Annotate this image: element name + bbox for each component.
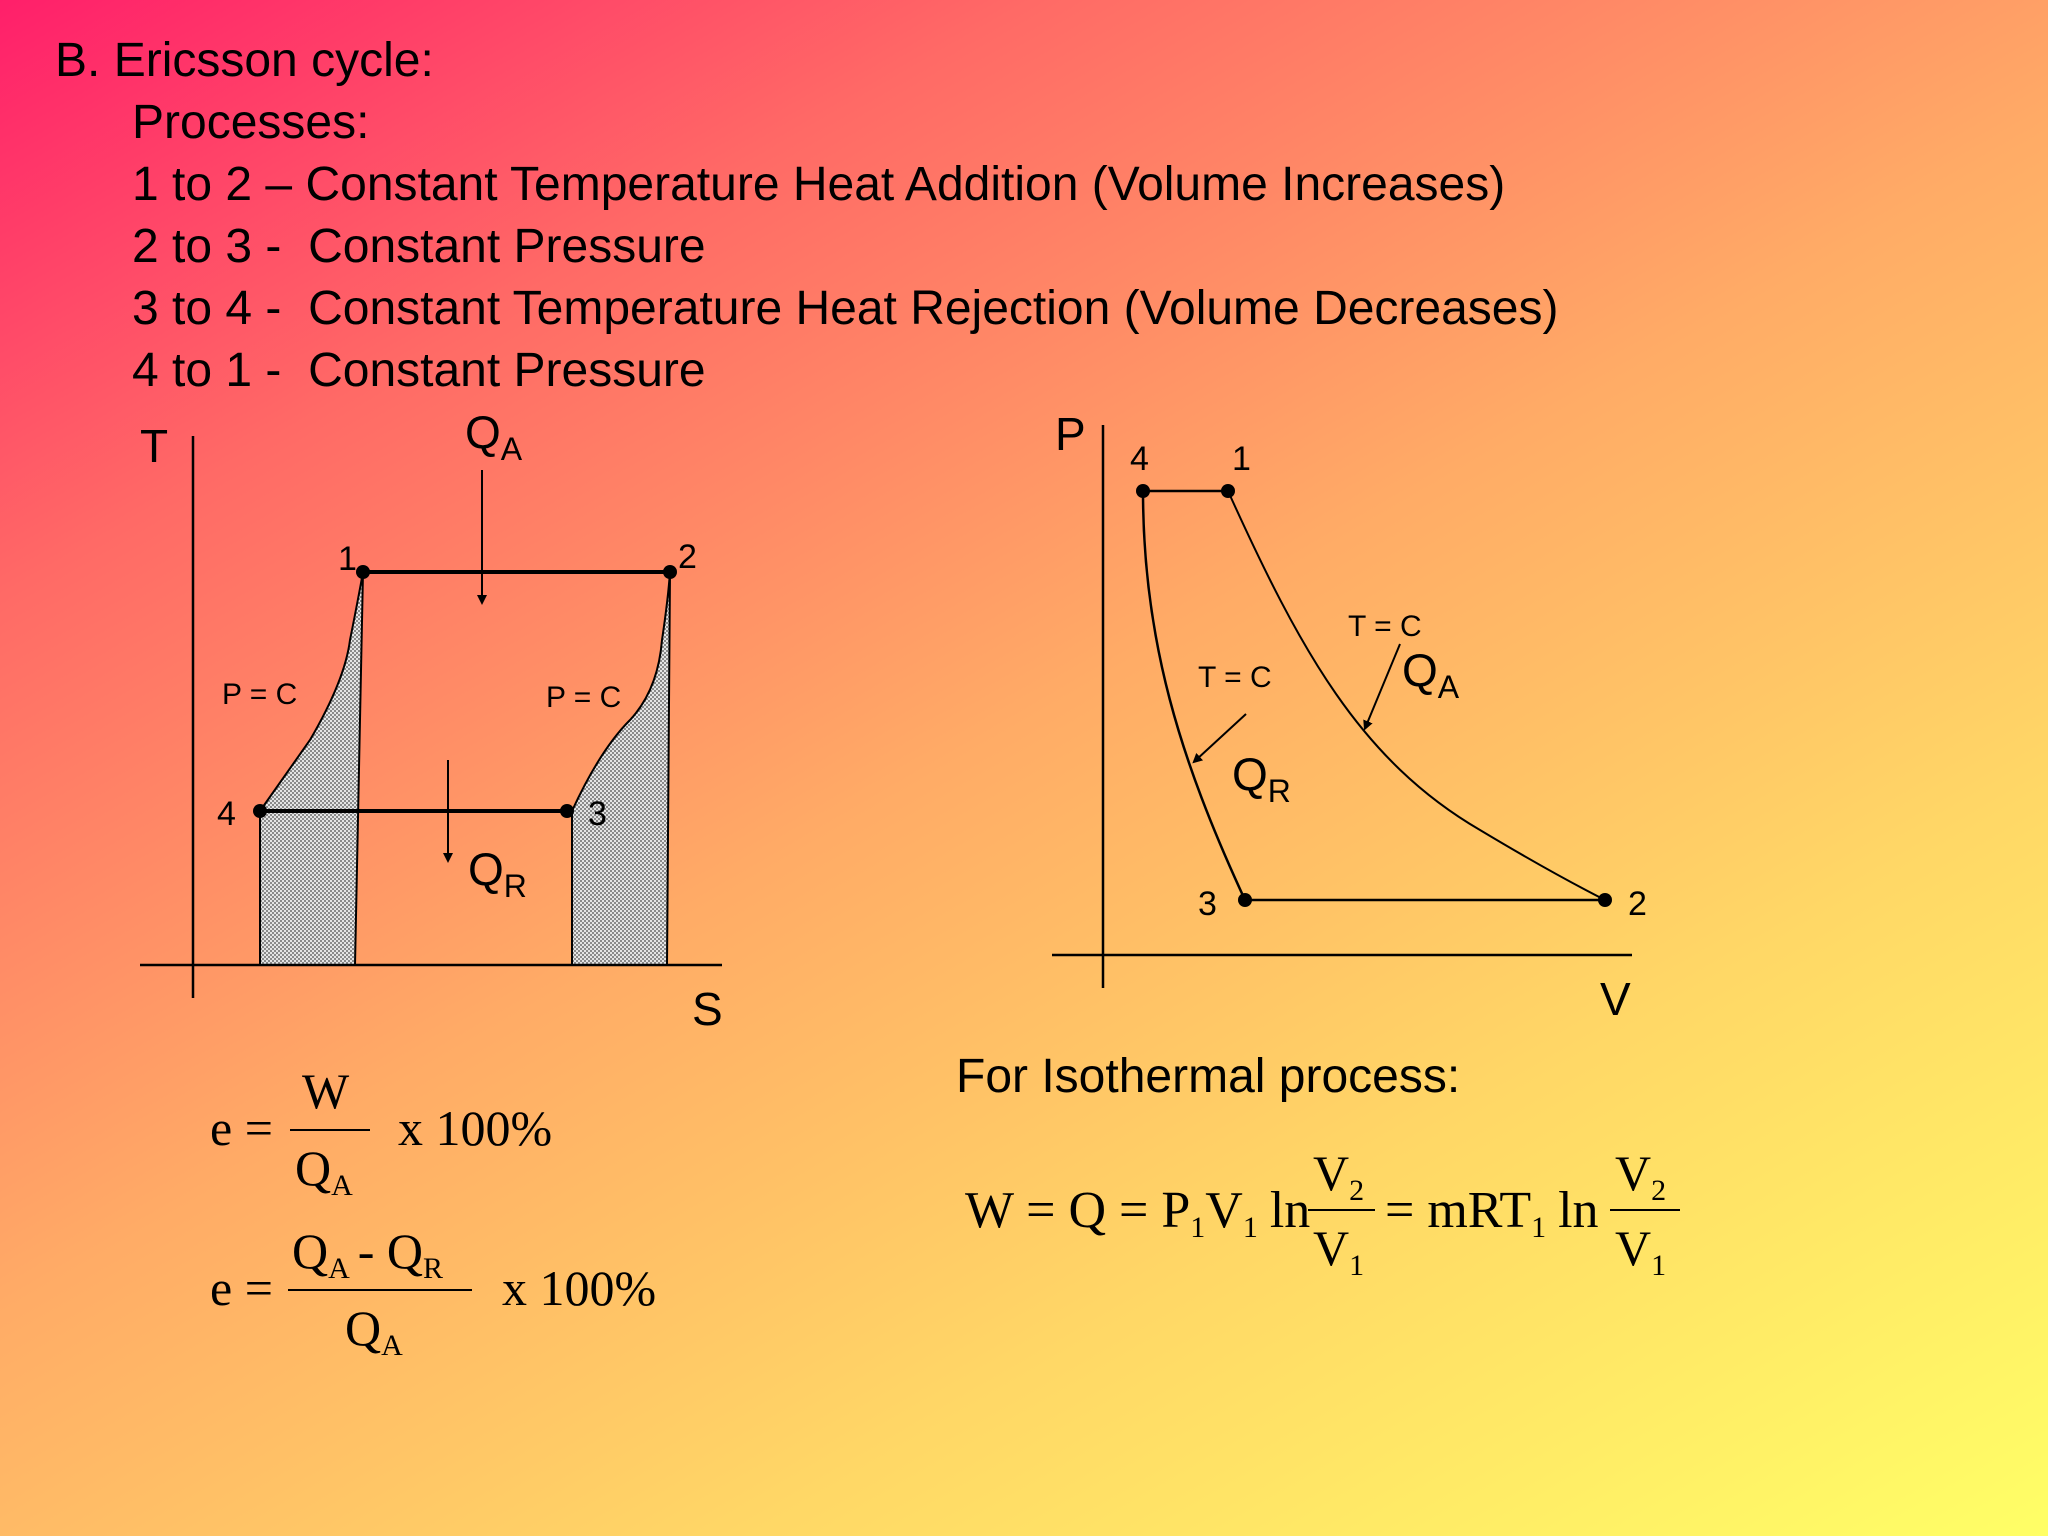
eq3-frac1-den: V1 <box>1313 1220 1364 1282</box>
pv-point-1 <box>1221 484 1235 498</box>
ts-point-4 <box>253 804 267 818</box>
process-3-4: 3 to 4 - Constant Temperature Heat Rejec… <box>132 282 1559 335</box>
ts-left-curve-label: P = C <box>222 678 297 711</box>
ts-point-4-label: 4 <box>217 795 236 833</box>
ts-heat-out-label: QR <box>468 843 527 904</box>
eq2-numerator: QA - QR <box>292 1223 443 1285</box>
pv-y-label: P <box>1055 408 1086 460</box>
pv-x-label: V <box>1600 973 1631 1025</box>
pv-heat-in-label: QA <box>1402 644 1460 705</box>
pv-point-3 <box>1238 893 1252 907</box>
pv-diagram: P V 4 1 3 2 T = C T = C QA QR <box>1052 408 1647 1025</box>
isothermal-equation: W = Q = P1V1 ln V2 V1 = mRT1 ln V2 V1 <box>965 1145 1680 1282</box>
pv-point-4-label: 4 <box>1130 440 1149 478</box>
ts-point-3-label: 3 <box>588 795 607 833</box>
eq3-middle: = mRT1 ln <box>1385 1182 1599 1244</box>
pv-point-2-label: 2 <box>1628 885 1647 923</box>
pv-point-1-label: 1 <box>1232 440 1251 478</box>
eq2-tail: x 100% <box>502 1260 656 1316</box>
pv-curve-4-3 <box>1141 490 1247 901</box>
eq3-left: W = Q = P1V1 ln <box>965 1182 1310 1244</box>
pv-point-4 <box>1136 484 1150 498</box>
isothermal-title: For Isothermal process: <box>956 1050 1460 1103</box>
ts-right-curve-label: P = C <box>546 681 621 714</box>
ts-y-label: T <box>140 420 168 472</box>
ts-point-1 <box>356 565 370 579</box>
eq3-frac2-den: V1 <box>1615 1220 1666 1282</box>
ts-point-2 <box>663 565 677 579</box>
eq1-lhs: e = <box>210 1100 273 1156</box>
ts-point-1-label: 1 <box>338 540 357 578</box>
efficiency-equation-2: e = QA - QR QA x 100% <box>210 1223 656 1362</box>
pv-point-3-label: 3 <box>1198 885 1217 923</box>
pv-curve-1-2 <box>1227 490 1606 901</box>
eq1-numerator: W <box>302 1063 350 1119</box>
ts-shade-left <box>259 571 364 966</box>
ts-diagram: T S QA QR 1 2 3 4 P = C P = C <box>140 406 723 1035</box>
efficiency-equation-1: e = W QA x 100% <box>210 1063 552 1202</box>
pv-heat-out-arrow <box>1192 713 1247 764</box>
process-4-1: 4 to 1 - Constant Pressure <box>132 344 706 397</box>
ts-heat-in-label: QA <box>465 406 523 467</box>
eq3-frac1-num: V2 <box>1313 1145 1364 1207</box>
pv-lower-curve-label: T = C <box>1198 661 1272 694</box>
eq1-denominator: QA <box>295 1140 353 1202</box>
pv-heat-in-arrow <box>1363 643 1401 731</box>
eq3-frac2-num: V2 <box>1615 1145 1666 1207</box>
eq2-lhs: e = <box>210 1260 273 1316</box>
ts-x-label: S <box>692 983 723 1035</box>
ts-point-2-label: 2 <box>678 538 697 576</box>
pv-upper-curve-label: T = C <box>1348 610 1422 643</box>
process-1-2: 1 to 2 – Constant Temperature Heat Addit… <box>132 158 1506 211</box>
processes-label: Processes: <box>132 96 370 149</box>
process-2-3: 2 to 3 - Constant Pressure <box>132 220 706 273</box>
pv-point-2 <box>1598 893 1612 907</box>
ts-shade-right <box>571 571 671 966</box>
eq1-tail: x 100% <box>398 1100 552 1156</box>
pv-heat-out-label: QR <box>1232 748 1291 809</box>
ts-point-3 <box>560 804 574 818</box>
slide-heading: B. Ericsson cycle: <box>55 34 434 87</box>
eq2-denominator: QA <box>345 1300 403 1362</box>
